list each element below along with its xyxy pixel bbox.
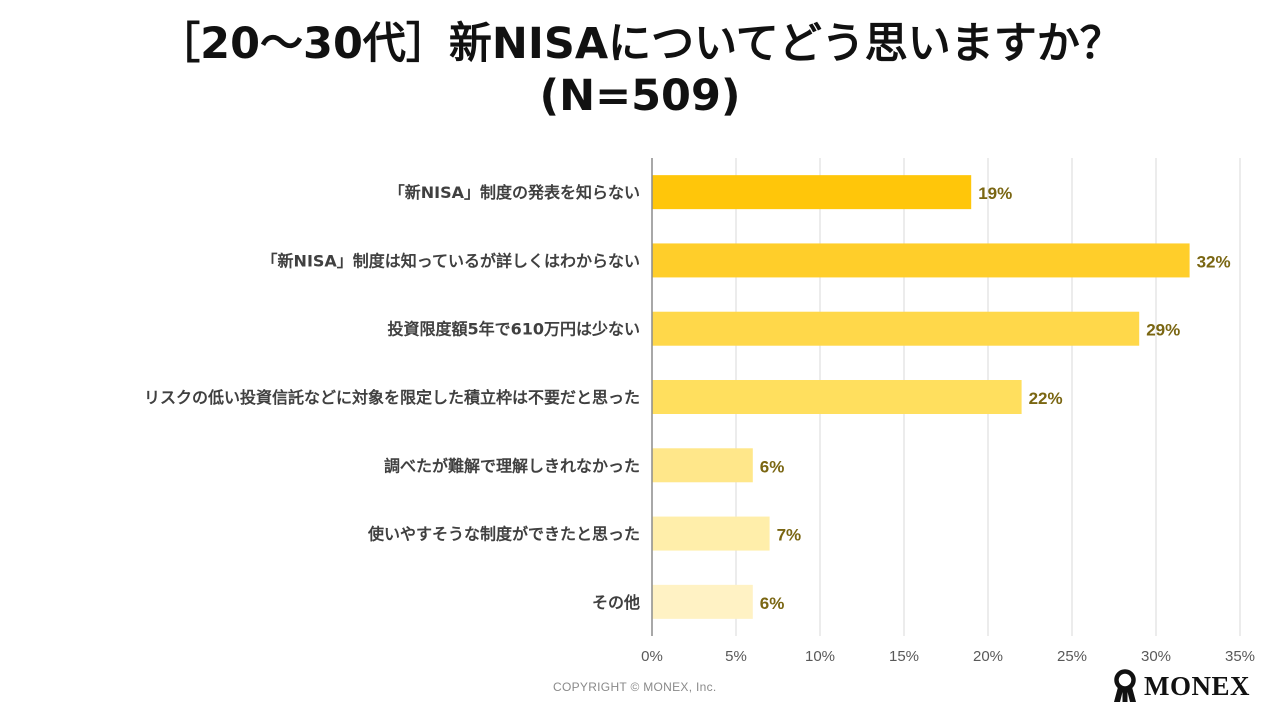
data-label: 7% — [777, 526, 802, 545]
bar — [652, 516, 770, 551]
chart-title: ［20〜30代］新NISAについてどう思いますか？ (N=509) — [0, 18, 1280, 122]
bar — [652, 584, 753, 619]
x-tick-label: 15% — [889, 648, 919, 665]
data-label: 19% — [978, 184, 1012, 203]
bar — [652, 448, 753, 483]
category-label: 使いやすそうな制度ができたと思った — [367, 525, 640, 544]
data-label: 6% — [760, 594, 785, 613]
data-label: 32% — [1197, 252, 1231, 271]
x-tick-label: 25% — [1057, 648, 1087, 665]
x-tick-label: 0% — [641, 648, 663, 665]
x-tick-label: 20% — [973, 648, 1003, 665]
data-label: 29% — [1146, 321, 1180, 340]
monex-logo-icon — [1114, 669, 1136, 702]
data-label: 6% — [760, 457, 785, 476]
data-label: 22% — [1029, 389, 1063, 408]
bar — [652, 311, 1140, 346]
chart-title-main: ［20〜30代］新NISAについてどう思いますか？ — [157, 19, 1123, 69]
monex-logo-text: MONEX — [1144, 670, 1250, 701]
category-label: その他 — [592, 593, 640, 612]
category-label: 調べたが難解で理解しきれなかった — [384, 456, 640, 475]
monex-logo: MONEX — [1110, 666, 1250, 706]
category-label: 投資限度額5年で610万円は少ない — [387, 320, 640, 339]
x-tick-label: 5% — [725, 648, 747, 665]
x-tick-label: 35% — [1225, 648, 1255, 665]
bar — [652, 380, 1022, 414]
bar — [652, 175, 972, 210]
chart-subtitle: (N=509) — [539, 71, 741, 121]
bar — [652, 243, 1190, 278]
copyright-text: COPYRIGHT © MONEX, Inc. — [553, 680, 717, 694]
category-label: 「新NISA」制度は知っているが詳しくはわからない — [262, 251, 640, 270]
x-tick-label: 10% — [805, 648, 835, 665]
category-label: 「新NISA」制度の発表を知らない — [389, 183, 640, 202]
x-tick-label: 30% — [1141, 648, 1171, 665]
category-label: リスクの低い投資信託などに対象を限定した積立枠は不要だと思った — [144, 388, 640, 407]
